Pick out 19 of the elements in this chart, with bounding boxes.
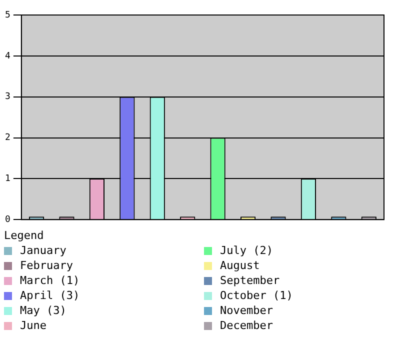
y-tick-label: 4 — [4, 51, 10, 62]
y-tick-label: 5 — [4, 10, 10, 20]
legend-label: August — [220, 259, 260, 272]
legend-label: February — [20, 259, 73, 272]
legend-label: March (1) — [20, 274, 80, 287]
y-tick-label: 2 — [4, 133, 10, 144]
legend-title: Legend — [4, 229, 45, 242]
legend-label: July (2) — [220, 244, 273, 257]
legend-label: January — [20, 244, 66, 257]
legend-label: April (3) — [20, 289, 80, 302]
legend-label: May (3) — [20, 304, 66, 317]
legend-label: October (1) — [220, 289, 293, 302]
y-tick-label: 3 — [4, 92, 10, 102]
legend-label: November — [220, 304, 273, 317]
legend-label: September — [220, 274, 280, 287]
y-tick-label: 0 — [4, 214, 10, 225]
legend-label: December — [220, 319, 273, 332]
legend-label: June — [20, 319, 46, 332]
y-tick-label: 1 — [4, 174, 10, 184]
